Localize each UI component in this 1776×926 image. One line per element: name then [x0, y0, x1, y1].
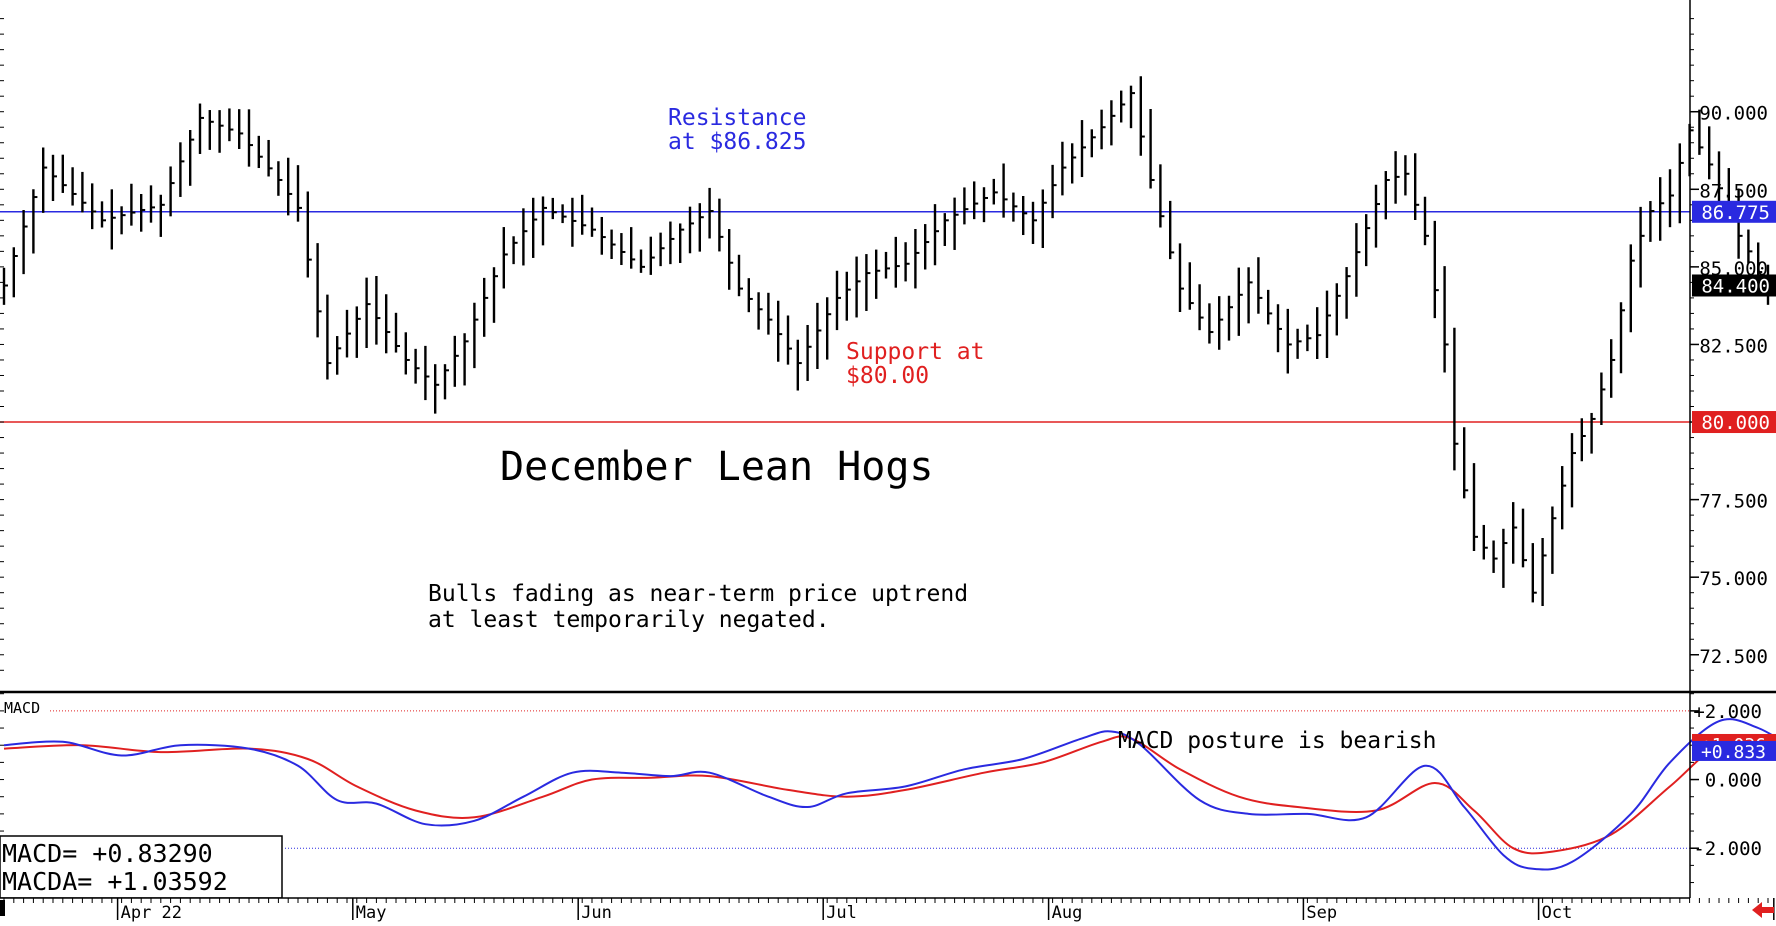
x-axis-band — [0, 898, 1690, 926]
price-levels — [0, 211, 1690, 423]
y-tick-label: 77.500 — [1699, 491, 1768, 513]
y-tick-label: 90.000 — [1699, 103, 1768, 125]
x-tick-label: Jul — [826, 903, 857, 923]
x-tick-label: Aug — [1052, 903, 1083, 923]
resistance-tag-bg — [1692, 200, 1776, 223]
support-annotation: Support at $80.00 — [846, 339, 984, 389]
macd-series-macda — [3, 735, 1776, 855]
support-tag-bg — [1692, 411, 1776, 434]
macd-series-macd — [3, 718, 1776, 871]
chart-note-line: at least temporarily negated. — [428, 607, 830, 633]
macd-readout-line: MACD= +0.83290 — [2, 839, 213, 868]
chart-note: Bulls fading as near-term price uptrend a… — [428, 581, 968, 633]
y-tick-label: 85.000 — [1699, 258, 1768, 280]
y-tick-label: 87.500 — [1699, 180, 1768, 202]
x-tick-label: Oct — [1542, 903, 1573, 923]
macd-tag-text: +0.833 — [1701, 742, 1766, 763]
y-tick-label: 82.500 — [1699, 335, 1768, 357]
macd-y-tick-label: 0.000 — [1705, 770, 1762, 792]
macd-annotation: MACD posture is bearish — [1118, 728, 1437, 754]
resistance-annotation: Resistance at $86.825 — [668, 105, 806, 155]
chart-note-line: Bulls fading as near-term price uptrend — [428, 581, 968, 607]
x-tick-label: May — [356, 903, 387, 923]
macd-y-tick-label: -2.000 — [1693, 838, 1762, 860]
macd-tag: +0.833 — [1692, 740, 1776, 763]
support-annotation-line: Support at — [846, 339, 984, 365]
macd-y-tick-label: +2.000 — [1693, 701, 1762, 723]
macd-tag-bg — [1692, 740, 1776, 761]
price-bars — [2, 76, 1772, 607]
scroll-start-marker — [0, 900, 5, 916]
last-price-tag: 84.400 — [1692, 274, 1776, 297]
resistance-tag: 86.775 — [1692, 200, 1776, 224]
resistance-annotation-line: Resistance — [668, 105, 806, 131]
arrow-left-icon — [1752, 902, 1774, 918]
support-tag-text: 80.000 — [1701, 412, 1770, 434]
macd-panel-label: MACD — [4, 699, 40, 717]
y-tick-label: 72.500 — [1699, 646, 1768, 668]
resistance-annotation-line: at $86.825 — [668, 129, 806, 155]
price-panel: Resistance at $86.825 Support at $80.00 De… — [0, 76, 1772, 633]
last-price-tag-text: 84.400 — [1701, 275, 1770, 297]
x-tick-label: Apr 22 — [121, 903, 182, 923]
macd-panel: MACD +2.000 0.000 -2.000 MACD posture is bea… — [0, 693, 1776, 899]
y-tick-label: 75.000 — [1699, 568, 1768, 590]
x-tick-label: Jun — [581, 903, 612, 923]
macd-readout-line: MACDA= +1.03592 — [2, 867, 228, 896]
resistance-tag-text: 86.775 — [1701, 202, 1770, 224]
x-tick-label: Sep — [1306, 903, 1337, 923]
chart-title: December Lean Hogs — [500, 444, 933, 490]
support-tag: 80.000 — [1692, 411, 1776, 434]
last-price-tag-bg — [1692, 274, 1776, 297]
macd-readout-box — [0, 835, 283, 899]
support-annotation-line: $80.00 — [846, 363, 929, 389]
